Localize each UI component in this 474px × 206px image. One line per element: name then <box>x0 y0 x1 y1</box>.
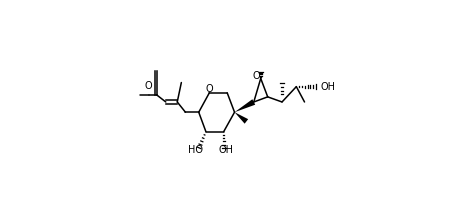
Polygon shape <box>235 99 255 112</box>
Text: HO: HO <box>188 145 203 154</box>
Text: OH: OH <box>321 82 336 92</box>
Text: O: O <box>253 71 260 81</box>
Polygon shape <box>235 112 248 124</box>
Text: OH: OH <box>219 145 234 154</box>
Text: O: O <box>206 84 214 94</box>
Text: O: O <box>145 81 153 91</box>
